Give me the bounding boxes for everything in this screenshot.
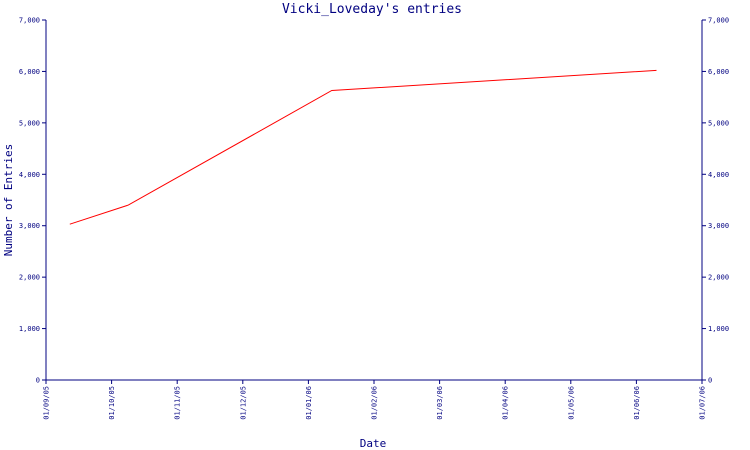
series-line: [69, 69, 657, 225]
y-tick-label-right: 7,000: [708, 17, 729, 25]
x-tick-label: 01/09/05: [43, 386, 51, 420]
y-tick-label-right: 1,000: [708, 325, 729, 333]
x-tick-label: 01/04/06: [502, 386, 510, 420]
x-tick-label: 01/05/06: [567, 386, 575, 420]
x-tick-label: 01/07/06: [699, 386, 707, 420]
x-tick-label: 01/12/05: [239, 386, 247, 420]
y-tick-label-left: 7,000: [19, 17, 40, 25]
y-tick-label-right: 6,000: [708, 68, 729, 76]
x-tick-label: 01/03/06: [436, 386, 444, 420]
chart-title: Vicki_Loveday's entries: [282, 2, 462, 17]
x-tick-label: 01/02/06: [371, 386, 379, 420]
x-tick-label: 01/11/05: [174, 386, 182, 420]
y-tick-label-left: 1,000: [19, 325, 40, 333]
y-axis-title: Number of Entries: [2, 144, 15, 257]
y-tick-label-right: 5,000: [708, 119, 729, 127]
x-tick-label: 01/06/06: [633, 386, 641, 420]
y-tick-label-left: 6,000: [19, 68, 40, 76]
y-tick-label-left: 0: [36, 377, 40, 385]
x-axis-title: Date: [360, 437, 387, 450]
y-tick-label-left: 2,000: [19, 274, 40, 282]
y-tick-label-left: 5,000: [19, 119, 40, 127]
x-tick-label: 01/10/05: [108, 386, 116, 420]
y-tick-label-right: 2,000: [708, 274, 729, 282]
plot-area: 0 0 1,000 1,000 2,000 2,000 3,000 3,000 4,000 4,0…: [19, 17, 729, 420]
y-tick-label-left: 3,000: [19, 222, 40, 230]
y-tick-label-right: 3,000: [708, 222, 729, 230]
y-tick-label-left: 4,000: [19, 171, 40, 179]
y-tick-label-right: 0: [708, 377, 712, 385]
x-tick-label: 01/01/06: [305, 386, 313, 420]
y-tick-label-right: 4,000: [708, 171, 729, 179]
